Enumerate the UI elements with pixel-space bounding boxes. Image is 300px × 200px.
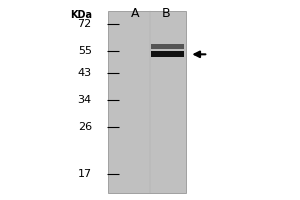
Bar bbox=[108, 11, 186, 193]
Text: A: A bbox=[131, 7, 139, 20]
Bar bbox=[152, 44, 184, 49]
Text: 26: 26 bbox=[78, 122, 92, 132]
Text: 43: 43 bbox=[78, 68, 92, 78]
Text: B: B bbox=[162, 7, 171, 20]
Bar bbox=[152, 51, 184, 57]
Text: 55: 55 bbox=[78, 46, 92, 56]
Text: 17: 17 bbox=[78, 169, 92, 179]
Text: KDa: KDa bbox=[70, 10, 92, 20]
Text: 72: 72 bbox=[77, 19, 92, 29]
Text: 34: 34 bbox=[78, 95, 92, 105]
